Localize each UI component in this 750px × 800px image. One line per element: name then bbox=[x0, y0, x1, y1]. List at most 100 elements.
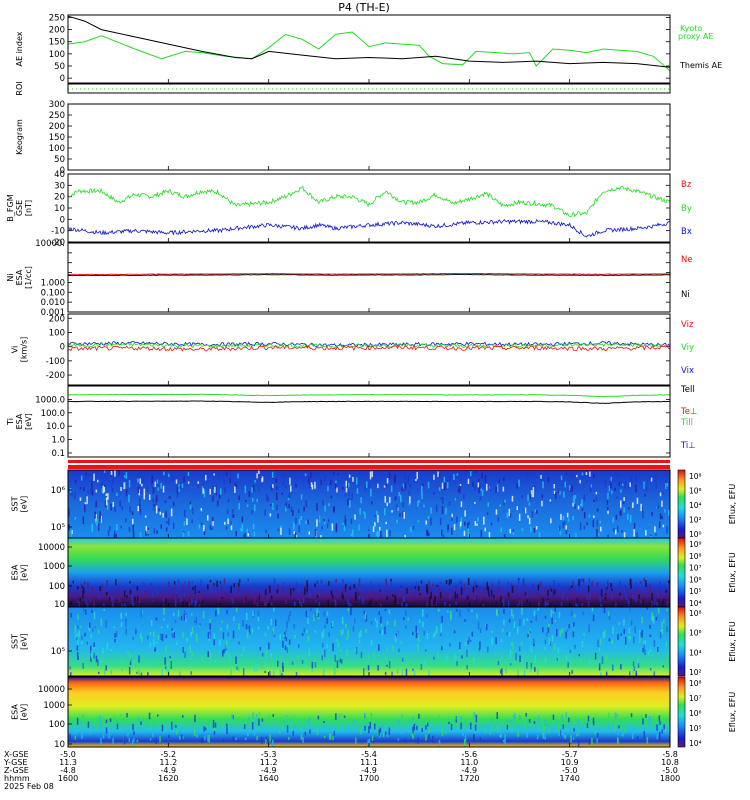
keogram-ytick-label: 250 bbox=[49, 111, 65, 121]
esa-e-background bbox=[68, 538, 670, 607]
keogram-panel-frame bbox=[67, 103, 671, 171]
esa-e-colorbar-label: Eflux, EFU bbox=[728, 552, 737, 593]
ti-ylabel: Ti bbox=[6, 418, 15, 426]
xaxis-tick-label: 1640 bbox=[258, 774, 278, 783]
sst-e-colorbar-tick: 10⁶ bbox=[689, 487, 702, 496]
bfgm-ytick-label: -20 bbox=[51, 238, 65, 248]
xaxis-tick-label: 1720 bbox=[459, 774, 479, 783]
xaxis-tick-label: -5.0 bbox=[562, 766, 578, 775]
xaxis-row-label: Y-GSE bbox=[3, 758, 27, 767]
ni-legend-ni: Ni bbox=[681, 290, 690, 300]
esa-e-speckle bbox=[70, 578, 670, 612]
keogram-ytick-label: 200 bbox=[49, 122, 65, 132]
vi-ytick-label: -200 bbox=[46, 371, 65, 381]
xaxis-tick-label: -4.9 bbox=[261, 766, 277, 775]
esa-e-ylabel: [eV] bbox=[20, 564, 29, 581]
ti-legend-teperp: Te⊥ bbox=[680, 407, 697, 417]
sst-i-ytick-label: 10⁵ bbox=[51, 647, 65, 657]
roi-ylabel: ROI bbox=[15, 81, 24, 95]
sst-e-ytick-label: 10⁶ bbox=[51, 486, 66, 496]
esa-e-colorbar-tick: 10⁸ bbox=[689, 552, 702, 561]
esa-e-colorbar-tick: 10⁵ bbox=[689, 587, 702, 596]
ni-ytick-label: 0.010 bbox=[41, 298, 65, 308]
esa-e-ytick-label: 1000 bbox=[43, 562, 65, 572]
keogram-ytick-label: 50 bbox=[54, 155, 65, 165]
esa-e-colorbar-tick: 10⁷ bbox=[689, 564, 702, 573]
xaxis-tick-label: 11.2 bbox=[159, 758, 177, 767]
esa-i-background bbox=[68, 677, 670, 747]
esa-i-ytick-label: 1000 bbox=[43, 701, 65, 711]
bfgm-ytick-label: 40 bbox=[54, 170, 65, 180]
bfgm-ytick-label: 0 bbox=[60, 215, 65, 225]
ae-ytick-label: 250 bbox=[49, 13, 65, 23]
xaxis-tick-label: -5.2 bbox=[161, 750, 177, 759]
esa-e-ylabel: ESA bbox=[11, 564, 20, 580]
ti-legend-tiperp: Ti⊥ bbox=[680, 441, 696, 451]
esa-i-ytick-label: 10000 bbox=[38, 685, 65, 695]
sst-e-speckle bbox=[68, 470, 670, 542]
ae-panel-frame bbox=[67, 14, 671, 84]
sst-e-ylabel: SST bbox=[11, 496, 20, 511]
bfgm-legend-bx: Bx bbox=[681, 227, 692, 237]
vi-ytick-label: -100 bbox=[46, 357, 65, 367]
ni-ytick-label: 0.001 bbox=[41, 308, 65, 318]
ae-ytick-label: 50 bbox=[54, 62, 65, 72]
bfgm-ytick-label: -10 bbox=[51, 227, 65, 237]
ti-series-till bbox=[68, 393, 671, 398]
bfgm-series-bx bbox=[67, 218, 670, 238]
vi-ytick-label: 100 bbox=[49, 328, 65, 338]
keogram-ytick-label: 150 bbox=[49, 133, 65, 143]
keogram-ylabel: Keogram bbox=[15, 119, 24, 155]
esa-e-colorbar-tick: 10⁴ bbox=[689, 599, 702, 608]
vi-ylabel: Vi bbox=[11, 346, 20, 354]
esa-i-ytick-label: 10 bbox=[54, 740, 65, 750]
ni-legend-ne: Ne bbox=[681, 255, 693, 265]
vi-series-viy bbox=[67, 342, 671, 349]
esa-i-colorbar-tick: 10⁸ bbox=[689, 679, 702, 688]
vi-series-viz bbox=[67, 344, 671, 352]
xaxis-tick-label: -5.0 bbox=[662, 766, 678, 775]
bfgm-ylabel: [nT] bbox=[24, 200, 33, 216]
vi-ylabel: [km/s] bbox=[20, 337, 29, 363]
xaxis-row-label: X-GSE bbox=[4, 750, 29, 759]
vi-ytick-label: 0 bbox=[60, 343, 65, 353]
esa-i-colorbar-tick: 10⁷ bbox=[689, 694, 702, 703]
xaxis-tick-label: 10.8 bbox=[661, 758, 679, 767]
sst-e-background bbox=[68, 470, 670, 538]
sst-i-colorbar bbox=[677, 606, 686, 677]
esa-e-ytick-label: 100 bbox=[49, 582, 65, 592]
esa-e-ytick-label: 10000 bbox=[38, 543, 65, 553]
ni-panel-frame bbox=[67, 242, 671, 313]
ae-series-themisae bbox=[67, 15, 671, 68]
bfgm-ytick-label: 30 bbox=[54, 181, 65, 191]
xaxis-tick-label: -4.9 bbox=[361, 766, 377, 775]
xaxis-tick-label: 1600 bbox=[58, 774, 78, 783]
sst-i-speckle bbox=[69, 607, 669, 681]
ae-legend-proxy: proxy AE bbox=[678, 32, 713, 41]
xaxis-tick-label: 1700 bbox=[359, 774, 379, 783]
sst-e-colorbar-tick: 10⁴ bbox=[689, 501, 702, 510]
xaxis-tick-label: 11.2 bbox=[260, 758, 278, 767]
esa-i-colorbar-tick: 10⁴ bbox=[689, 739, 702, 748]
xaxis-tick-label: 10.9 bbox=[561, 758, 579, 767]
xaxis-tick-label: 1740 bbox=[559, 774, 579, 783]
esa-e-colorbar-tick: 10⁹ bbox=[689, 540, 702, 549]
xaxis-tick-label: -5.0 bbox=[60, 750, 76, 759]
ti-legend-till: Till bbox=[680, 418, 693, 428]
vi-legend-viy: Viy bbox=[681, 343, 694, 353]
xaxis-tick-label: 11.1 bbox=[360, 758, 378, 767]
ae-legend-themis: Themis AE bbox=[679, 61, 722, 70]
ti-ylabel: [eV] bbox=[24, 413, 33, 430]
date-label: 2025 Feb 08 bbox=[4, 782, 54, 791]
esa-i-colorbar-label: Eflux, EFU bbox=[728, 692, 737, 733]
ti-ytick-label: 100.0 bbox=[41, 409, 65, 419]
ae-ytick-label: 150 bbox=[49, 38, 65, 48]
esa-i-colorbar-tick: 10⁶ bbox=[689, 709, 702, 718]
plot-title: P4 (TH-E) bbox=[338, 1, 390, 14]
ni-series-ne bbox=[68, 272, 671, 276]
ti-panel-frame bbox=[67, 385, 671, 458]
bfgm-series-by bbox=[67, 185, 671, 218]
ni-ylabel: [1/cc] bbox=[24, 266, 33, 289]
esa-i-ylabel: [eV] bbox=[20, 704, 29, 721]
ni-ytick-label: 10000. bbox=[35, 239, 65, 249]
